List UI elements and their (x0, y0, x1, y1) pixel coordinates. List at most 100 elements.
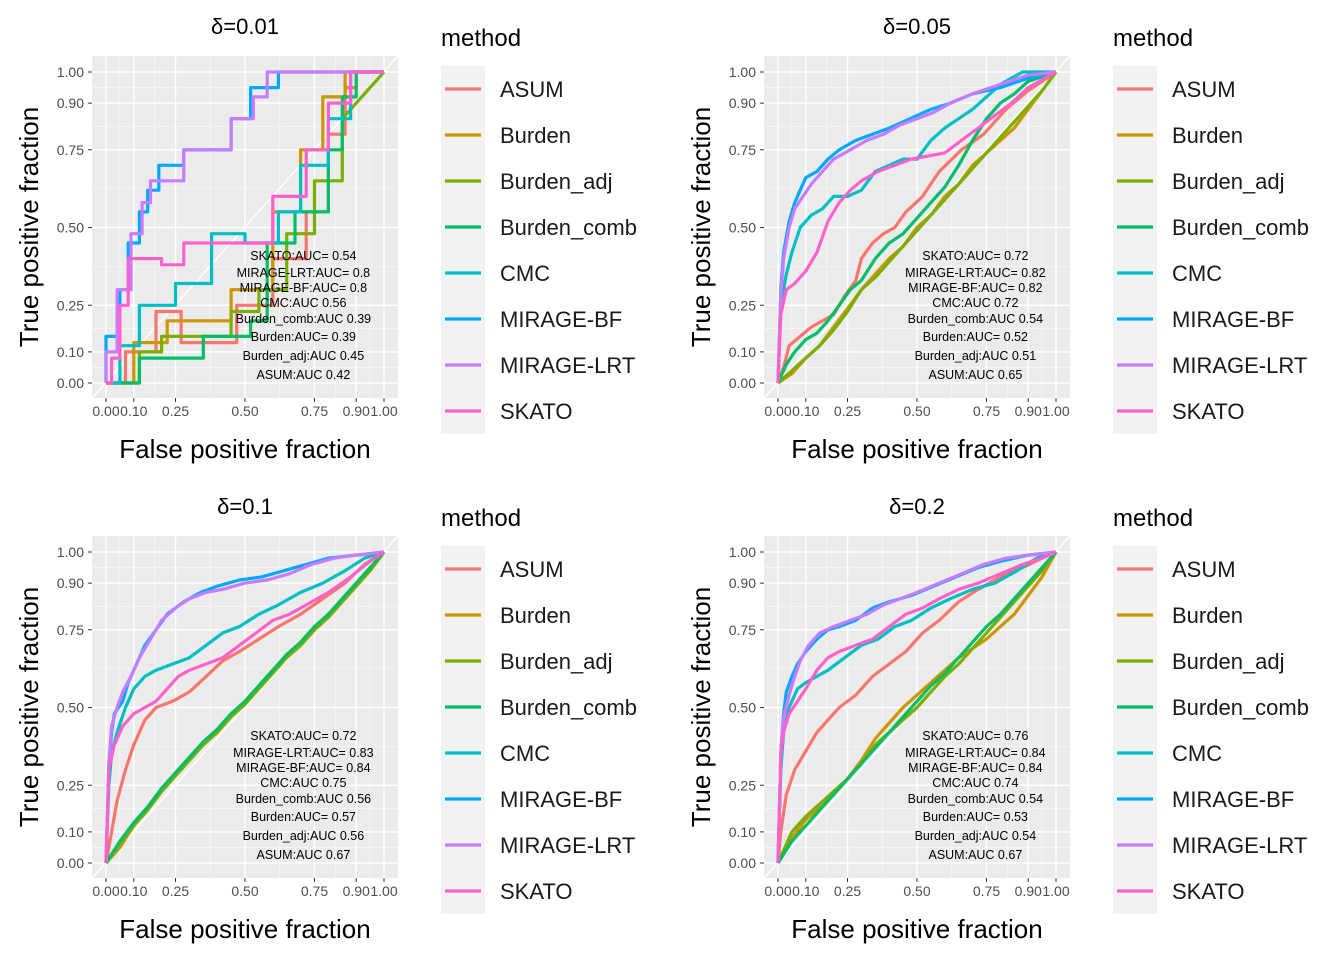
auc-annotation: Burden:AUC= 0.39 (251, 330, 356, 344)
auc-annotation: CMC:AUC 0.72 (932, 296, 1018, 310)
x-tick-label: 0.25 (834, 883, 861, 899)
auc-annotation: CMC:AUC 0.56 (260, 296, 346, 310)
y-tick-label: 0.75 (57, 622, 84, 638)
y-tick-label: 0.90 (57, 95, 84, 111)
legend-label: MIRAGE-LRT (1172, 353, 1307, 378)
auc-annotation: MIRAGE-BF:AUC= 0.82 (908, 281, 1042, 295)
chart-title: δ=0.01 (211, 14, 279, 39)
y-tick-label: 0.90 (57, 575, 84, 591)
chart-title: δ=0.05 (883, 14, 951, 39)
y-axis-label: True positive fraction (686, 587, 716, 827)
legend-label: Burden_comb (500, 695, 637, 720)
x-axis-label: False positive fraction (791, 434, 1042, 464)
auc-annotation: Burden_comb:AUC 0.54 (908, 312, 1044, 326)
auc-annotation: Burden:AUC= 0.52 (923, 330, 1028, 344)
auc-annotation: MIRAGE-BF:AUC= 0.84 (908, 761, 1042, 775)
x-tick-label: 0.90 (343, 403, 370, 419)
roc-curve-mirage-lrt (776, 550, 1057, 864)
y-tick-label: 0.50 (57, 220, 84, 236)
legend-label: MIRAGE-LRT (1172, 833, 1307, 858)
auc-annotation: ASUM:AUC 0.67 (928, 848, 1022, 862)
x-tick-label: 0.10 (120, 403, 147, 419)
roc-curve-burden_comb (776, 70, 1057, 384)
x-tick-label: 0.90 (1015, 403, 1042, 419)
legend-label: Burden_comb (1172, 695, 1309, 720)
legend-label: MIRAGE-BF (1172, 307, 1294, 332)
legend-label: Burden_comb (500, 215, 637, 240)
y-tick-label: 0.25 (57, 297, 84, 313)
legend-label: CMC (1172, 741, 1222, 766)
legend: method ASUM Burden Burden_adj Burden_comb CMC… (1113, 505, 1309, 914)
roc-curve-burden_comb (776, 550, 1058, 864)
legend-label: SKATO (500, 399, 573, 424)
y-tick-label: 1.00 (729, 64, 756, 80)
y-tick-label: 0.00 (57, 375, 84, 391)
roc-curve-skato (104, 550, 385, 864)
roc-curve-burden_comb (106, 70, 384, 385)
x-tick-label: 0.00 (92, 883, 119, 899)
roc-curve-asum (776, 550, 1057, 864)
x-tick-label: 0.10 (792, 883, 819, 899)
y-tick-label: 1.00 (57, 64, 84, 80)
legend-label: Burden (500, 123, 571, 148)
auc-annotation: MIRAGE-LRT:AUC= 0.83 (233, 746, 373, 760)
y-tick-label: 0.25 (729, 297, 756, 313)
x-tick-label: 0.25 (162, 403, 189, 419)
auc-annotation: Burden_adj:AUC 0.45 (243, 349, 365, 363)
legend-label: MIRAGE-LRT (500, 833, 635, 858)
legend-label: Burden (500, 603, 571, 628)
y-tick-label: 1.00 (729, 544, 756, 560)
auc-annotation: ASUM:AUC 0.42 (256, 368, 350, 382)
roc-curve-skato (776, 70, 1057, 384)
legend-label: ASUM (500, 77, 564, 102)
y-axis-label: True positive fraction (686, 107, 716, 347)
legend-label: Burden_adj (500, 649, 613, 674)
roc-curve-burden_adj (104, 551, 386, 864)
roc-curve-cmc (776, 550, 1057, 864)
y-tick-label: 0.50 (729, 700, 756, 716)
auc-annotation: SKATO:AUC= 0.72 (250, 729, 356, 743)
legend-label: ASUM (1172, 77, 1236, 102)
chart-title: δ=0.2 (889, 494, 945, 519)
x-tick-label: 0.50 (903, 403, 930, 419)
legend-label: Burden_comb (1172, 215, 1309, 240)
roc-curve-burden_adj (776, 71, 1058, 385)
y-tick-label: 0.75 (729, 142, 756, 158)
auc-annotation: ASUM:AUC 0.65 (928, 368, 1022, 382)
x-tick-label: 0.00 (764, 403, 791, 419)
y-tick-label: 0.90 (729, 95, 756, 111)
legend-label: MIRAGE-BF (500, 787, 622, 812)
x-tick-label: 0.00 (92, 403, 119, 419)
auc-annotation: MIRAGE-LRT:AUC= 0.8 (237, 266, 371, 280)
legend-label: SKATO (1172, 399, 1245, 424)
x-axis-label: False positive fraction (119, 434, 370, 464)
legend-label: ASUM (500, 557, 564, 582)
roc-curve-cmc (104, 550, 385, 864)
legend-title: method (441, 505, 521, 532)
auc-annotation: Burden_adj:AUC 0.56 (243, 829, 365, 843)
x-tick-label: 1.00 (1042, 403, 1069, 419)
y-tick-label: 0.75 (729, 622, 756, 638)
auc-annotation: Burden_adj:AUC 0.54 (915, 829, 1037, 843)
auc-annotation: ASUM:AUC 0.67 (256, 848, 350, 862)
legend-label: CMC (1172, 261, 1222, 286)
roc-curve-burden_adj (776, 551, 1058, 864)
x-tick-label: 0.50 (231, 403, 258, 419)
auc-annotation: Burden:AUC= 0.53 (923, 810, 1028, 824)
y-tick-label: 0.00 (729, 855, 756, 871)
y-axis-label: True positive fraction (14, 107, 44, 347)
legend-label: CMC (500, 741, 550, 766)
x-axis-label: False positive fraction (119, 914, 370, 944)
x-tick-label: 1.00 (370, 403, 397, 419)
x-tick-label: 0.10 (120, 883, 147, 899)
auc-annotation: SKATO:AUC= 0.54 (250, 249, 356, 263)
roc-curve-burden (106, 70, 384, 385)
legend-label: ASUM (1172, 557, 1236, 582)
x-tick-label: 0.10 (792, 403, 819, 419)
y-tick-label: 0.00 (729, 375, 756, 391)
x-tick-label: 0.25 (834, 403, 861, 419)
legend: method ASUM Burden Burden_adj Burden_comb CMC… (1113, 25, 1309, 434)
